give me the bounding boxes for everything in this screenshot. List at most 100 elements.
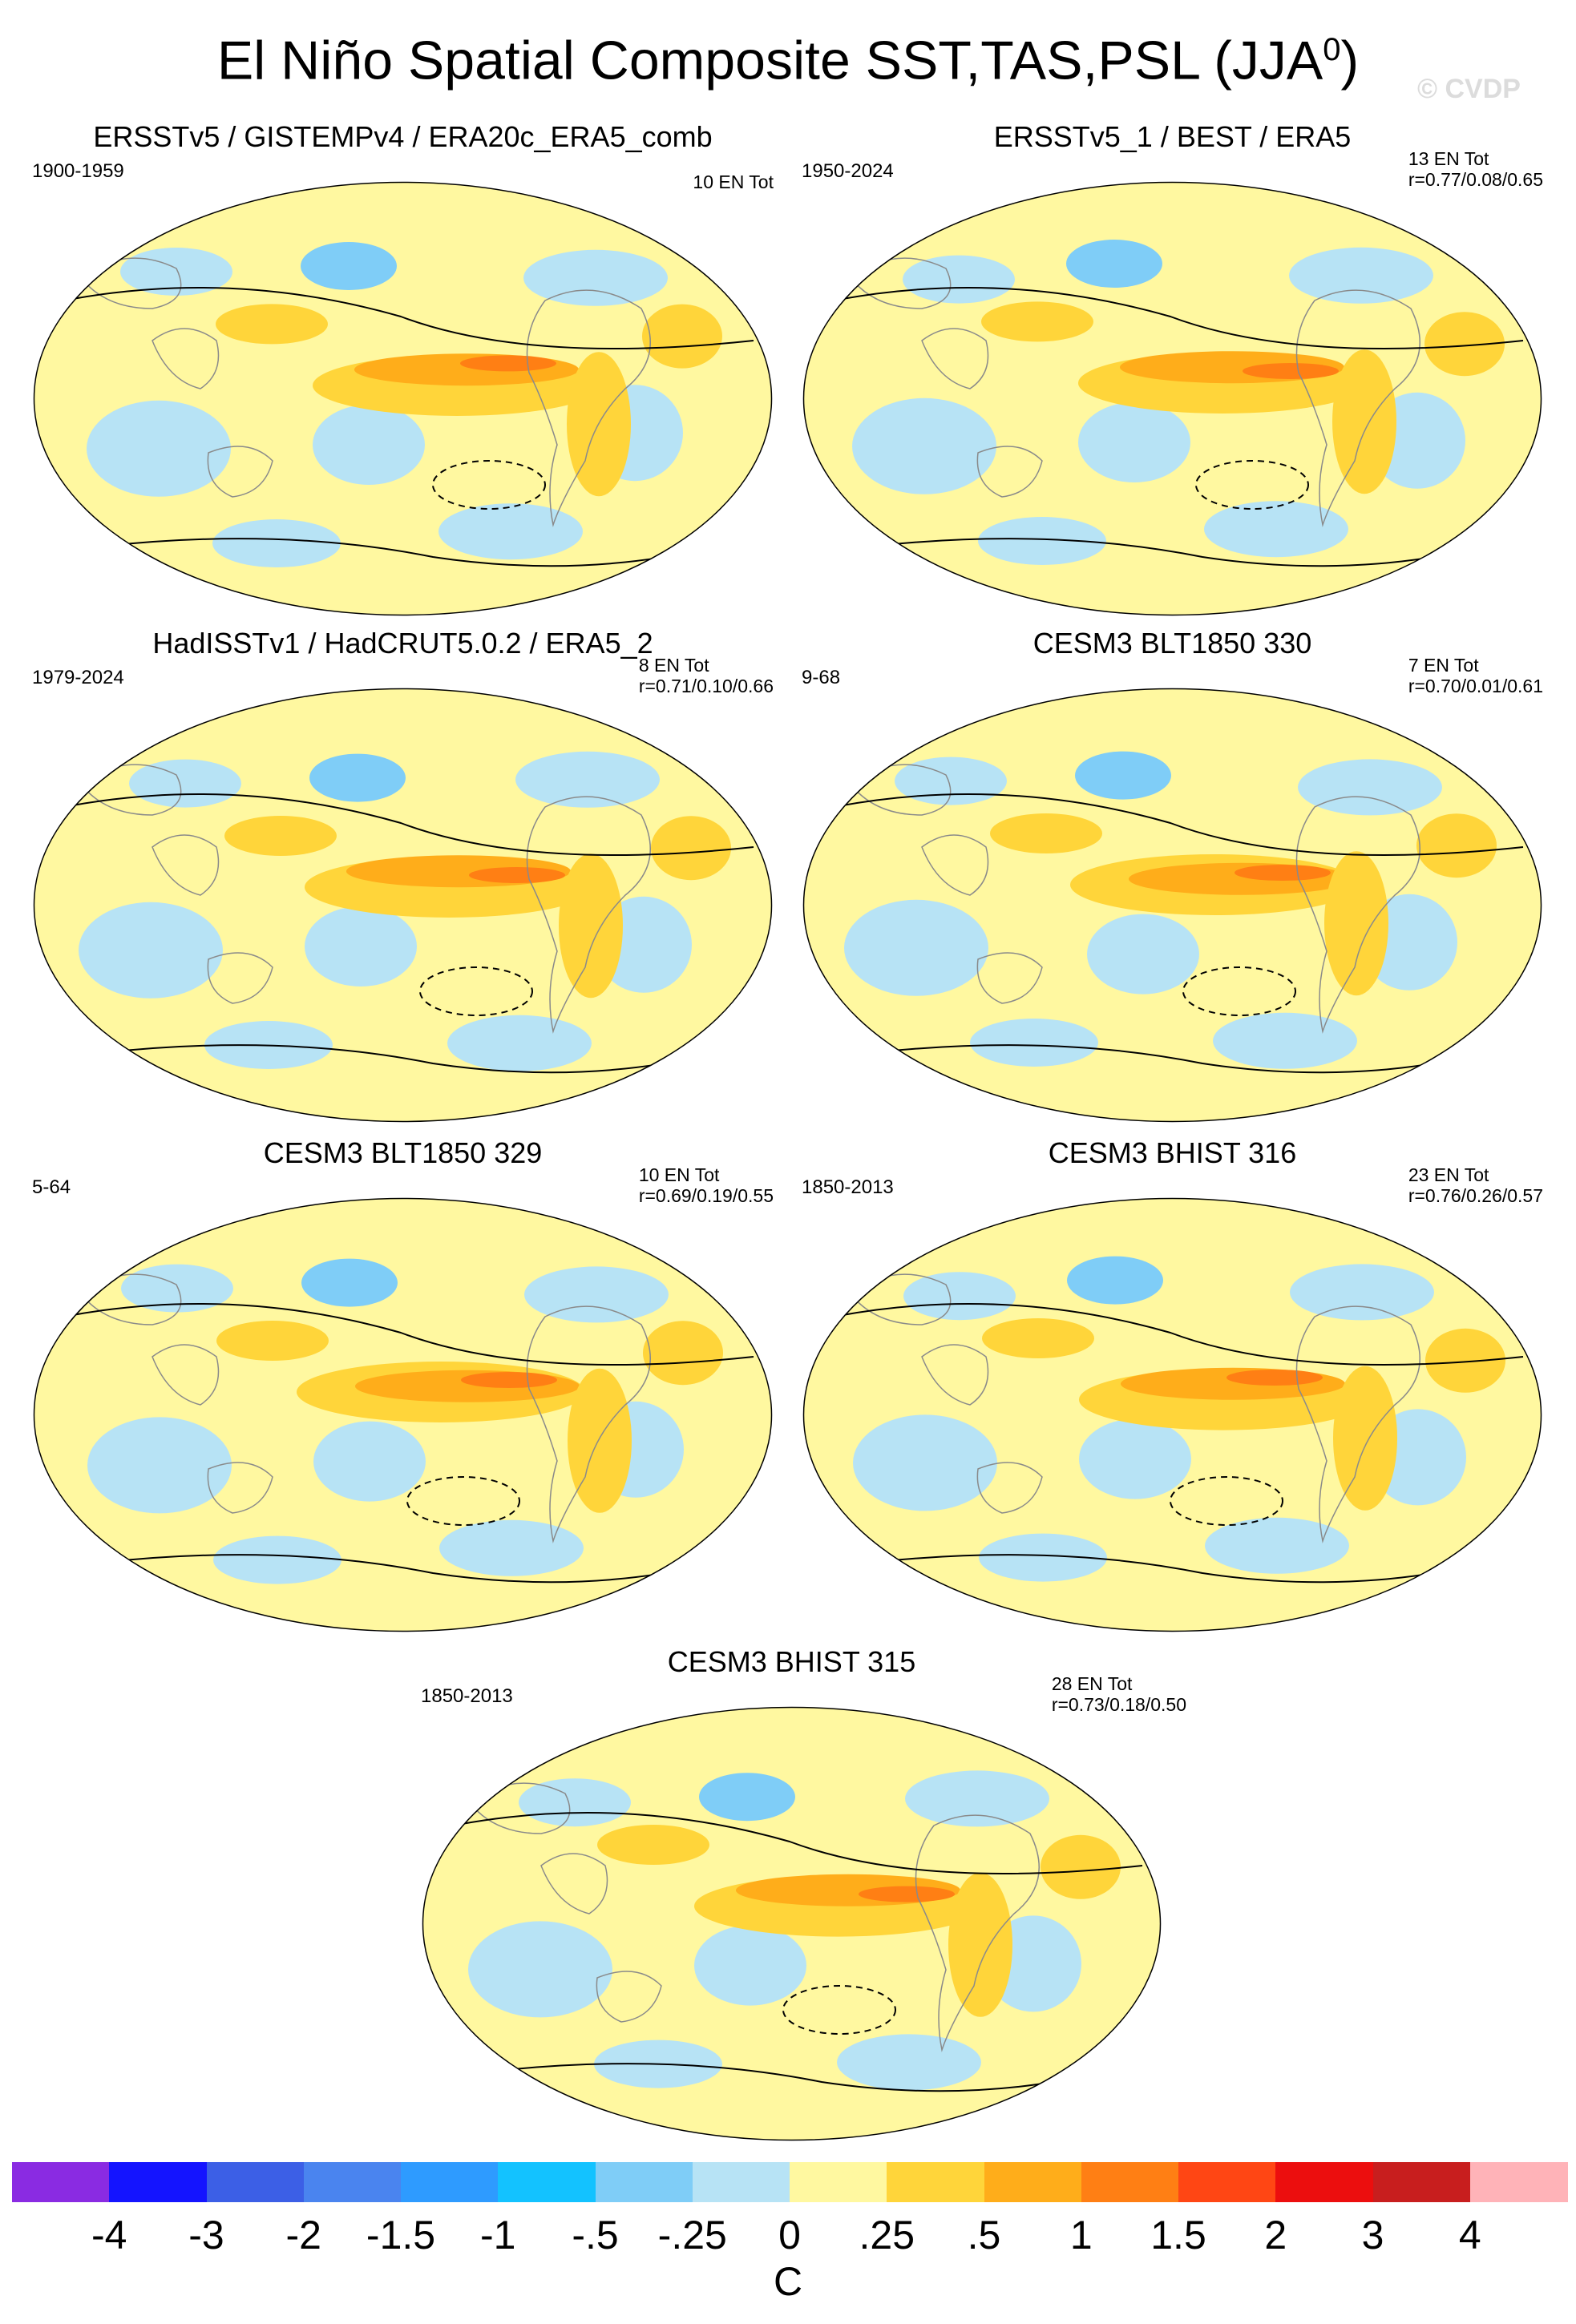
- panel-count: 23 EN Tot: [1408, 1164, 1489, 1185]
- anomaly-region: [87, 400, 231, 497]
- coastline: [207, 1462, 273, 1514]
- colorbar-swatch: [1469, 2162, 1568, 2202]
- colorbar-tick-label: 0: [778, 2213, 801, 2257]
- composite-map: [802, 688, 1542, 1123]
- panel-correlation: r=0.70/0.01/0.61: [1408, 676, 1543, 696]
- anomaly-region: [460, 355, 556, 372]
- panel-title: CESM3 BHIST 316: [1048, 1136, 1297, 1169]
- coastline: [526, 289, 651, 527]
- anomaly-region: [216, 1321, 329, 1361]
- slp-contour-negative: [419, 966, 533, 1016]
- colorbar-tick-label: 4: [1458, 2213, 1481, 2257]
- anomaly-region: [1205, 1517, 1349, 1574]
- panel-title: CESM3 BHIST 315: [667, 1645, 916, 1678]
- coastline: [976, 1462, 1043, 1514]
- coastline: [467, 1782, 571, 1834]
- colorbar-tick-label: -4: [91, 2213, 127, 2257]
- colorbar-tick-label: -1.5: [366, 2213, 436, 2257]
- colorbar-swatch: [1275, 2162, 1374, 2202]
- panel-stats: 13 EN Tot r=0.77/0.08/0.65: [1408, 148, 1543, 190]
- coastline: [79, 764, 182, 816]
- colorbar-tick-label: -.25: [657, 2213, 727, 2257]
- panel-correlation: r=0.77/0.08/0.65: [1408, 169, 1543, 190]
- composite-map: [802, 181, 1542, 616]
- anomaly-region: [129, 759, 241, 808]
- composite-map: [33, 688, 773, 1123]
- colorbar-units: C: [773, 2259, 803, 2304]
- coastline: [79, 257, 182, 309]
- anomaly-region: [313, 405, 425, 485]
- panel-count: 28 EN Tot: [1051, 1673, 1133, 1694]
- anomaly-region: [439, 1519, 584, 1576]
- slp-contour: [452, 1812, 1143, 1874]
- slp-contour-negative: [406, 1476, 520, 1526]
- colorbar: [12, 2162, 1568, 2202]
- anomaly-region: [519, 1778, 631, 1827]
- anomaly-region: [982, 1318, 1094, 1358]
- anomaly-region: [1298, 759, 1442, 816]
- colorbar-tick-label: -2: [285, 2213, 321, 2257]
- anomaly-region: [1324, 851, 1388, 996]
- slp-contour-negative: [1195, 460, 1309, 510]
- coastline: [921, 834, 989, 896]
- anomaly-region: [309, 753, 406, 802]
- anomaly-region: [1416, 813, 1497, 878]
- map-panel-1: ERSSTv5 / GISTEMPv4 / ERA20c_ERA5_comb 1…: [32, 120, 774, 617]
- figure-title: El Niño Spatial Composite SST,TAS,PSL (J…: [216, 30, 1360, 91]
- anomaly-region: [301, 242, 397, 290]
- slp-contour-negative: [1182, 966, 1296, 1016]
- anomaly-region: [1079, 1418, 1191, 1499]
- colorbar-swatch: [692, 2162, 790, 2202]
- map-border: [33, 181, 773, 616]
- map-panel-7: CESM3 BHIST 315 1850-2013 28 EN Tot r=0.…: [421, 1645, 1186, 2142]
- panel-years: 1979-2024: [32, 667, 124, 688]
- colorbar-swatch: [1178, 2162, 1277, 2202]
- anomaly-region: [651, 816, 731, 881]
- panel-count: 10 EN Tot: [638, 1164, 720, 1185]
- slp-contour: [468, 2063, 1127, 2092]
- panel-title: ERSSTv5 / GISTEMPv4 / ERA20c_ERA5_comb: [93, 120, 713, 153]
- coastline: [1295, 796, 1420, 1034]
- coastline: [526, 796, 651, 1034]
- panel-years: 1850-2013: [802, 1176, 894, 1198]
- colorbar-swatch: [206, 2162, 305, 2202]
- anomaly-region: [568, 1368, 632, 1513]
- coastline: [976, 446, 1043, 498]
- anomaly-region: [1078, 402, 1190, 482]
- colorbar-swatch: [1081, 2162, 1179, 2202]
- anomaly-region: [1204, 501, 1348, 558]
- coastline: [976, 952, 1043, 1004]
- anomaly-region: [699, 1773, 795, 1822]
- panel-years: 1950-2024: [802, 160, 894, 182]
- map-panel-5: CESM3 BLT1850 329 5-64 10 EN Tot r=0.69/…: [32, 1136, 774, 1633]
- slp-contour: [79, 1044, 738, 1074]
- anomaly-region: [1087, 914, 1199, 995]
- panel-count: 10 EN Tot: [693, 171, 774, 192]
- colorbar-tick-label: .5: [967, 2213, 1001, 2257]
- anomaly-region: [853, 1414, 997, 1511]
- anomaly-region: [468, 1921, 612, 2018]
- panel-stats: 10 EN Tot: [693, 171, 774, 192]
- coastline: [152, 1344, 220, 1406]
- anomaly-region: [1213, 1012, 1357, 1069]
- colorbar-swatch: [12, 2162, 111, 2202]
- anomaly-region: [224, 816, 337, 856]
- map-border: [33, 688, 773, 1123]
- anomaly-region: [844, 899, 988, 996]
- coastline: [79, 1273, 182, 1325]
- map-panel-6: CESM3 BHIST 316 1850-2013 23 EN Tot r=0.…: [802, 1136, 1543, 1633]
- slp-contour: [63, 287, 754, 349]
- anomaly-region: [905, 1770, 1049, 1827]
- slp-contour: [849, 1554, 1508, 1584]
- slp-contour: [849, 1044, 1508, 1074]
- anomaly-region: [1041, 1834, 1121, 1899]
- panel-correlation: r=0.73/0.18/0.50: [1051, 1694, 1186, 1715]
- anomaly-region: [447, 1015, 592, 1071]
- coastline: [207, 446, 273, 498]
- anomaly-region: [523, 249, 668, 306]
- colorbar-swatch: [109, 2162, 208, 2202]
- colorbar-tick-label: 3: [1361, 2213, 1384, 2257]
- anomaly-region: [970, 1019, 1098, 1067]
- anomaly-region: [1075, 751, 1171, 800]
- composite-map: [33, 181, 773, 616]
